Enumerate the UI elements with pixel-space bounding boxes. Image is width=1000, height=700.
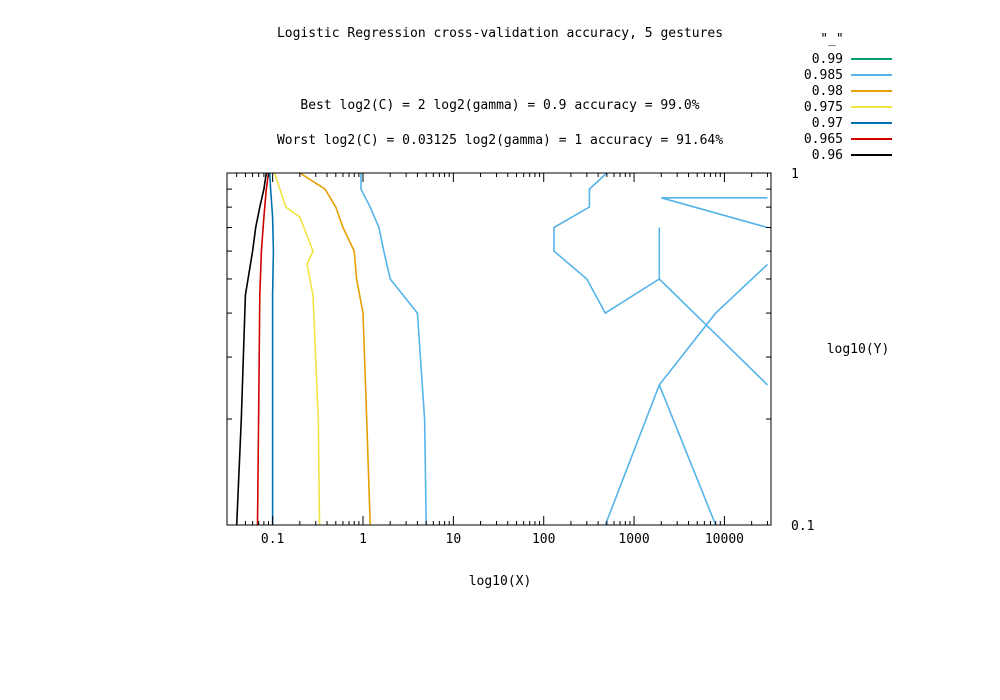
x-axis-ticks: 0.1 1 10 100 1000 10000: [236, 173, 769, 547]
contour-0.975-segment-1: [273, 172, 321, 526]
legend-label: 0.975: [804, 100, 843, 115]
contour-lines: [235, 172, 769, 526]
contour-0.965-segment-1: [256, 172, 270, 526]
contour-0.985-segment-1: [360, 173, 427, 526]
x-tick-label: 1000: [618, 532, 649, 547]
contour-0.985-segment-4: [658, 384, 717, 526]
y-axis-ticks: 10.1: [227, 167, 814, 534]
contour-0.96-segment-1: [235, 172, 268, 526]
plot-area: 0.1 1 10 100 1000 10000 10.1: [226, 167, 814, 547]
y-tick-label: 1: [791, 167, 799, 182]
contour-0.97-segment-1: [269, 172, 275, 525]
chart-subtitle-best: Best log2(C) = 2 log2(gamma) = 0.9 accur…: [300, 98, 699, 113]
x-tick-label: 0.1: [261, 532, 284, 547]
legend-label: 0.96: [812, 148, 843, 163]
contour-0.98-segment-1: [299, 172, 371, 526]
legend-label: 0.965: [804, 132, 843, 147]
legend-label: 0.98: [812, 84, 843, 99]
chart-title: Logistic Regression cross-validation acc…: [277, 26, 723, 41]
contour-0.985-segment-6: [661, 197, 768, 229]
legend-label: 0.99: [812, 52, 843, 67]
contour-0.985-segment-3: [604, 263, 769, 526]
x-tick-label: 100: [532, 532, 555, 547]
x-tick-label: 1: [359, 532, 367, 547]
legend-label: 0.97: [812, 116, 843, 131]
chart-subtitle-worst: Worst log2(C) = 0.03125 log2(gamma) = 1 …: [277, 133, 723, 148]
y-axis-label: log10(Y): [827, 342, 890, 357]
legend-title: "_": [820, 32, 843, 47]
contour-0.985-segment-2: [553, 172, 769, 386]
x-axis-label: log10(X): [469, 574, 532, 589]
legend-label: 0.985: [804, 68, 843, 83]
x-tick-label: 10: [446, 532, 462, 547]
x-tick-label: 10000: [705, 532, 744, 547]
plot-frame: [226, 172, 772, 526]
y-tick-label: 0.1: [791, 519, 814, 534]
